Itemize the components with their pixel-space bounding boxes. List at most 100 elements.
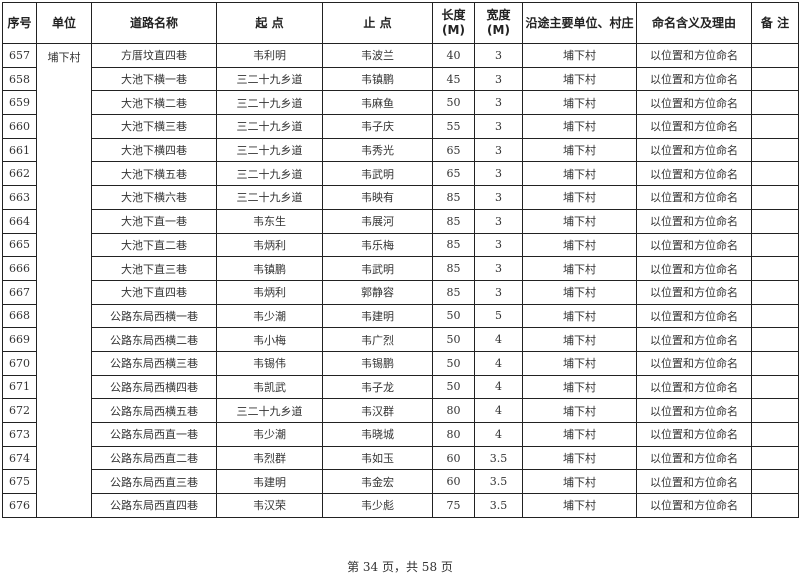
cell-width: 3 bbox=[474, 137, 523, 163]
table-row: 658 大池下横一巷 三二十九乡道 韦镇鹏 45 3 埔下村 以位置和方位命名 bbox=[2, 66, 799, 92]
cell-width: 3 bbox=[474, 90, 523, 116]
header-road-name: 道路名称 bbox=[91, 2, 217, 44]
cell-road-name: 大池下横三巷 bbox=[91, 114, 217, 139]
cell-index: 668 bbox=[2, 303, 37, 329]
cell-road-name: 大池下直一巷 bbox=[91, 208, 217, 234]
header-along-units: 沿途主要单位、村庄 bbox=[522, 2, 637, 44]
table-row: 657 埔下村 方厝坟直四巷 韦利明 韦波兰 40 3 埔下村 以位置和方位命名 bbox=[2, 43, 799, 518]
cell-naming-reason: 以位置和方位命名 bbox=[636, 303, 752, 329]
cell-along-units: 埔下村 bbox=[522, 208, 637, 234]
table-body: 657 埔下村 方厝坟直四巷 韦利明 韦波兰 40 3 埔下村 以位置和方位命名 658 大池下横一… bbox=[2, 43, 799, 518]
cell-end-point: 韦子庆 bbox=[322, 114, 433, 139]
cell-remarks bbox=[751, 493, 799, 518]
cell-along-units: 埔下村 bbox=[522, 279, 637, 305]
cell-naming-reason: 以位置和方位命名 bbox=[636, 445, 752, 471]
cell-length: 55 bbox=[432, 114, 475, 139]
cell-along-units: 埔下村 bbox=[522, 303, 637, 329]
cell-along-units: 埔下村 bbox=[522, 469, 637, 495]
cell-road-name: 大池下横五巷 bbox=[91, 161, 217, 187]
table-row: 675 公路东局西直三巷 韦建明 韦金宏 60 3.5 埔下村 以位置和方位命名 bbox=[2, 469, 799, 495]
cell-remarks bbox=[751, 374, 799, 400]
table-row: 669 公路东局西横二巷 韦小梅 韦广烈 50 4 埔下村 以位置和方位命名 bbox=[2, 327, 799, 352]
cell-length: 40 bbox=[432, 43, 475, 68]
cell-length: 50 bbox=[432, 374, 475, 400]
cell-naming-reason: 以位置和方位命名 bbox=[636, 469, 752, 495]
cell-end-point: 韦武明 bbox=[322, 161, 433, 187]
cell-index: 663 bbox=[2, 185, 37, 210]
cell-width: 3 bbox=[474, 185, 523, 210]
cell-end-point: 韦镇鹏 bbox=[322, 66, 433, 92]
cell-start-point: 三二十九乡道 bbox=[216, 66, 323, 92]
cell-road-name: 公路东局西横二巷 bbox=[91, 327, 217, 352]
cell-length: 75 bbox=[432, 493, 475, 518]
cell-length: 85 bbox=[432, 279, 475, 305]
cell-road-name: 公路东局西直四巷 bbox=[91, 493, 217, 518]
cell-remarks bbox=[751, 185, 799, 210]
cell-end-point: 韦展河 bbox=[322, 208, 433, 234]
cell-index: 670 bbox=[2, 350, 37, 376]
cell-road-name: 公路东局西横四巷 bbox=[91, 374, 217, 400]
cell-road-name: 公路东局西直一巷 bbox=[91, 422, 217, 447]
cell-index: 675 bbox=[2, 469, 37, 495]
table-row: 670 公路东局西横三巷 韦锡伟 韦锡鹏 50 4 埔下村 以位置和方位命名 bbox=[2, 350, 799, 376]
cell-index: 676 bbox=[2, 493, 37, 518]
cell-naming-reason: 以位置和方位命名 bbox=[636, 398, 752, 423]
cell-width: 3.5 bbox=[474, 445, 523, 471]
cell-naming-reason: 以位置和方位命名 bbox=[636, 327, 752, 352]
cell-start-point: 韦锡伟 bbox=[216, 350, 323, 376]
cell-along-units: 埔下村 bbox=[522, 161, 637, 187]
cell-index: 658 bbox=[2, 66, 37, 92]
cell-remarks bbox=[751, 232, 799, 258]
cell-along-units: 埔下村 bbox=[522, 374, 637, 400]
cell-start-point: 韦少潮 bbox=[216, 422, 323, 447]
cell-road-name: 公路东局西直二巷 bbox=[91, 445, 217, 471]
cell-length: 85 bbox=[432, 232, 475, 258]
cell-start-point: 韦汉荣 bbox=[216, 493, 323, 518]
cell-along-units: 埔下村 bbox=[522, 232, 637, 258]
cell-remarks bbox=[751, 161, 799, 187]
table-row: 662 大池下横五巷 三二十九乡道 韦武明 65 3 埔下村 以位置和方位命名 bbox=[2, 161, 799, 187]
cell-start-point: 韦小梅 bbox=[216, 327, 323, 352]
cell-end-point: 韦少彪 bbox=[322, 493, 433, 518]
cell-index: 660 bbox=[2, 114, 37, 139]
cell-index: 674 bbox=[2, 445, 37, 471]
cell-start-point: 韦利明 bbox=[216, 43, 323, 68]
cell-end-point: 韦乐梅 bbox=[322, 232, 433, 258]
header-width: 宽度 (M) bbox=[474, 2, 523, 44]
cell-end-point: 韦武明 bbox=[322, 256, 433, 281]
header-remarks: 备 注 bbox=[751, 2, 799, 44]
cell-along-units: 埔下村 bbox=[522, 43, 637, 68]
cell-road-name: 大池下直三巷 bbox=[91, 256, 217, 281]
cell-remarks bbox=[751, 66, 799, 92]
cell-along-units: 埔下村 bbox=[522, 66, 637, 92]
header-naming-reason: 命名含义及理由 bbox=[636, 2, 752, 44]
cell-along-units: 埔下村 bbox=[522, 185, 637, 210]
cell-start-point: 韦少潮 bbox=[216, 303, 323, 329]
table-row: 661 大池下横四巷 三二十九乡道 韦秀光 65 3 埔下村 以位置和方位命名 bbox=[2, 137, 799, 163]
cell-naming-reason: 以位置和方位命名 bbox=[636, 422, 752, 447]
cell-naming-reason: 以位置和方位命名 bbox=[636, 114, 752, 139]
cell-road-name: 方厝坟直四巷 bbox=[91, 43, 217, 68]
cell-road-name: 大池下横六巷 bbox=[91, 185, 217, 210]
cell-road-name: 公路东局西横三巷 bbox=[91, 350, 217, 376]
cell-index: 673 bbox=[2, 422, 37, 447]
cell-end-point: 韦建明 bbox=[322, 303, 433, 329]
cell-start-point: 韦凯武 bbox=[216, 374, 323, 400]
cell-start-point: 韦东生 bbox=[216, 208, 323, 234]
cell-end-point: 韦晓城 bbox=[322, 422, 433, 447]
cell-along-units: 埔下村 bbox=[522, 114, 637, 139]
cell-end-point: 韦子龙 bbox=[322, 374, 433, 400]
cell-along-units: 埔下村 bbox=[522, 137, 637, 163]
cell-end-point: 韦麻鱼 bbox=[322, 90, 433, 116]
table-row: 663 大池下横六巷 三二十九乡道 韦映有 85 3 埔下村 以位置和方位命名 bbox=[2, 185, 799, 210]
cell-index: 669 bbox=[2, 327, 37, 352]
table-row: 676 公路东局西直四巷 韦汉荣 韦少彪 75 3.5 埔下村 以位置和方位命名 bbox=[2, 493, 799, 518]
cell-index: 671 bbox=[2, 374, 37, 400]
cell-end-point: 韦汉群 bbox=[322, 398, 433, 423]
cell-remarks bbox=[751, 398, 799, 423]
cell-naming-reason: 以位置和方位命名 bbox=[636, 43, 752, 68]
header-length: 长度 (M) bbox=[432, 2, 475, 44]
cell-end-point: 郭静容 bbox=[322, 279, 433, 305]
table-row: 664 大池下直一巷 韦东生 韦展河 85 3 埔下村 以位置和方位命名 bbox=[2, 208, 799, 234]
cell-width: 3.5 bbox=[474, 469, 523, 495]
